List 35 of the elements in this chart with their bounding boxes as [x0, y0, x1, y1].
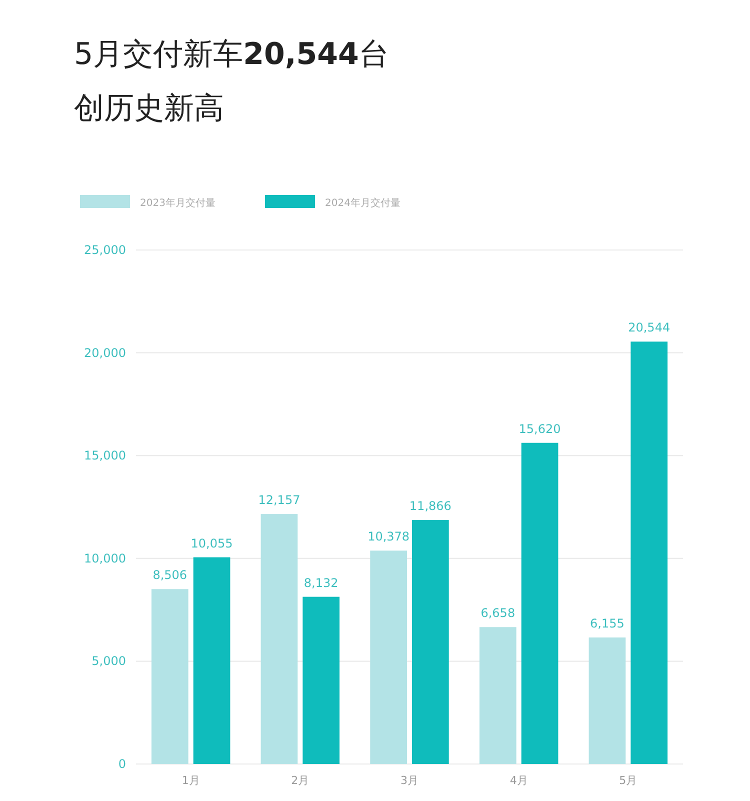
legend-label: 2024年月交付量	[325, 197, 400, 209]
bar	[521, 442, 558, 764]
data-label: 8,132	[304, 576, 338, 590]
data-label: 15,620	[518, 422, 561, 436]
x-tick-label: 5月	[619, 774, 638, 787]
y-tick-label: 25,000	[84, 243, 126, 257]
y-tick-label: 10,000	[84, 551, 126, 566]
data-label: 12,157	[258, 493, 300, 508]
x-tick-label: 2月	[291, 774, 310, 787]
bar	[412, 520, 449, 764]
data-label: 10,055	[190, 536, 233, 550]
y-tick-label: 5,000	[92, 654, 126, 668]
bar	[588, 637, 626, 764]
y-tick-label: 20,000	[84, 346, 126, 360]
x-tick-label: 3月	[400, 774, 418, 787]
bar	[302, 596, 340, 764]
bar	[479, 627, 516, 764]
data-label: 6,658	[480, 606, 516, 620]
data-label: 11,866	[409, 499, 452, 514]
x-tick-label: 4月	[510, 774, 528, 787]
bar	[370, 550, 407, 764]
data-label: 6,155	[590, 616, 624, 630]
data-label: 20,544	[628, 320, 670, 335]
chart-title: 5月交付新车20,544台	[74, 37, 389, 72]
legend-label: 2023年月交付量	[140, 197, 216, 209]
x-tick-label: 1月	[182, 774, 200, 787]
bar	[630, 342, 668, 764]
y-tick-label: 0	[118, 757, 126, 771]
bar	[151, 589, 188, 764]
chart-subtitle: 创历史新高	[74, 91, 224, 126]
bar	[260, 514, 298, 764]
bar	[193, 557, 230, 764]
data-label: 8,506	[152, 568, 188, 582]
data-label: 10,378	[368, 530, 410, 544]
y-tick-label: 15,000	[84, 448, 126, 463]
